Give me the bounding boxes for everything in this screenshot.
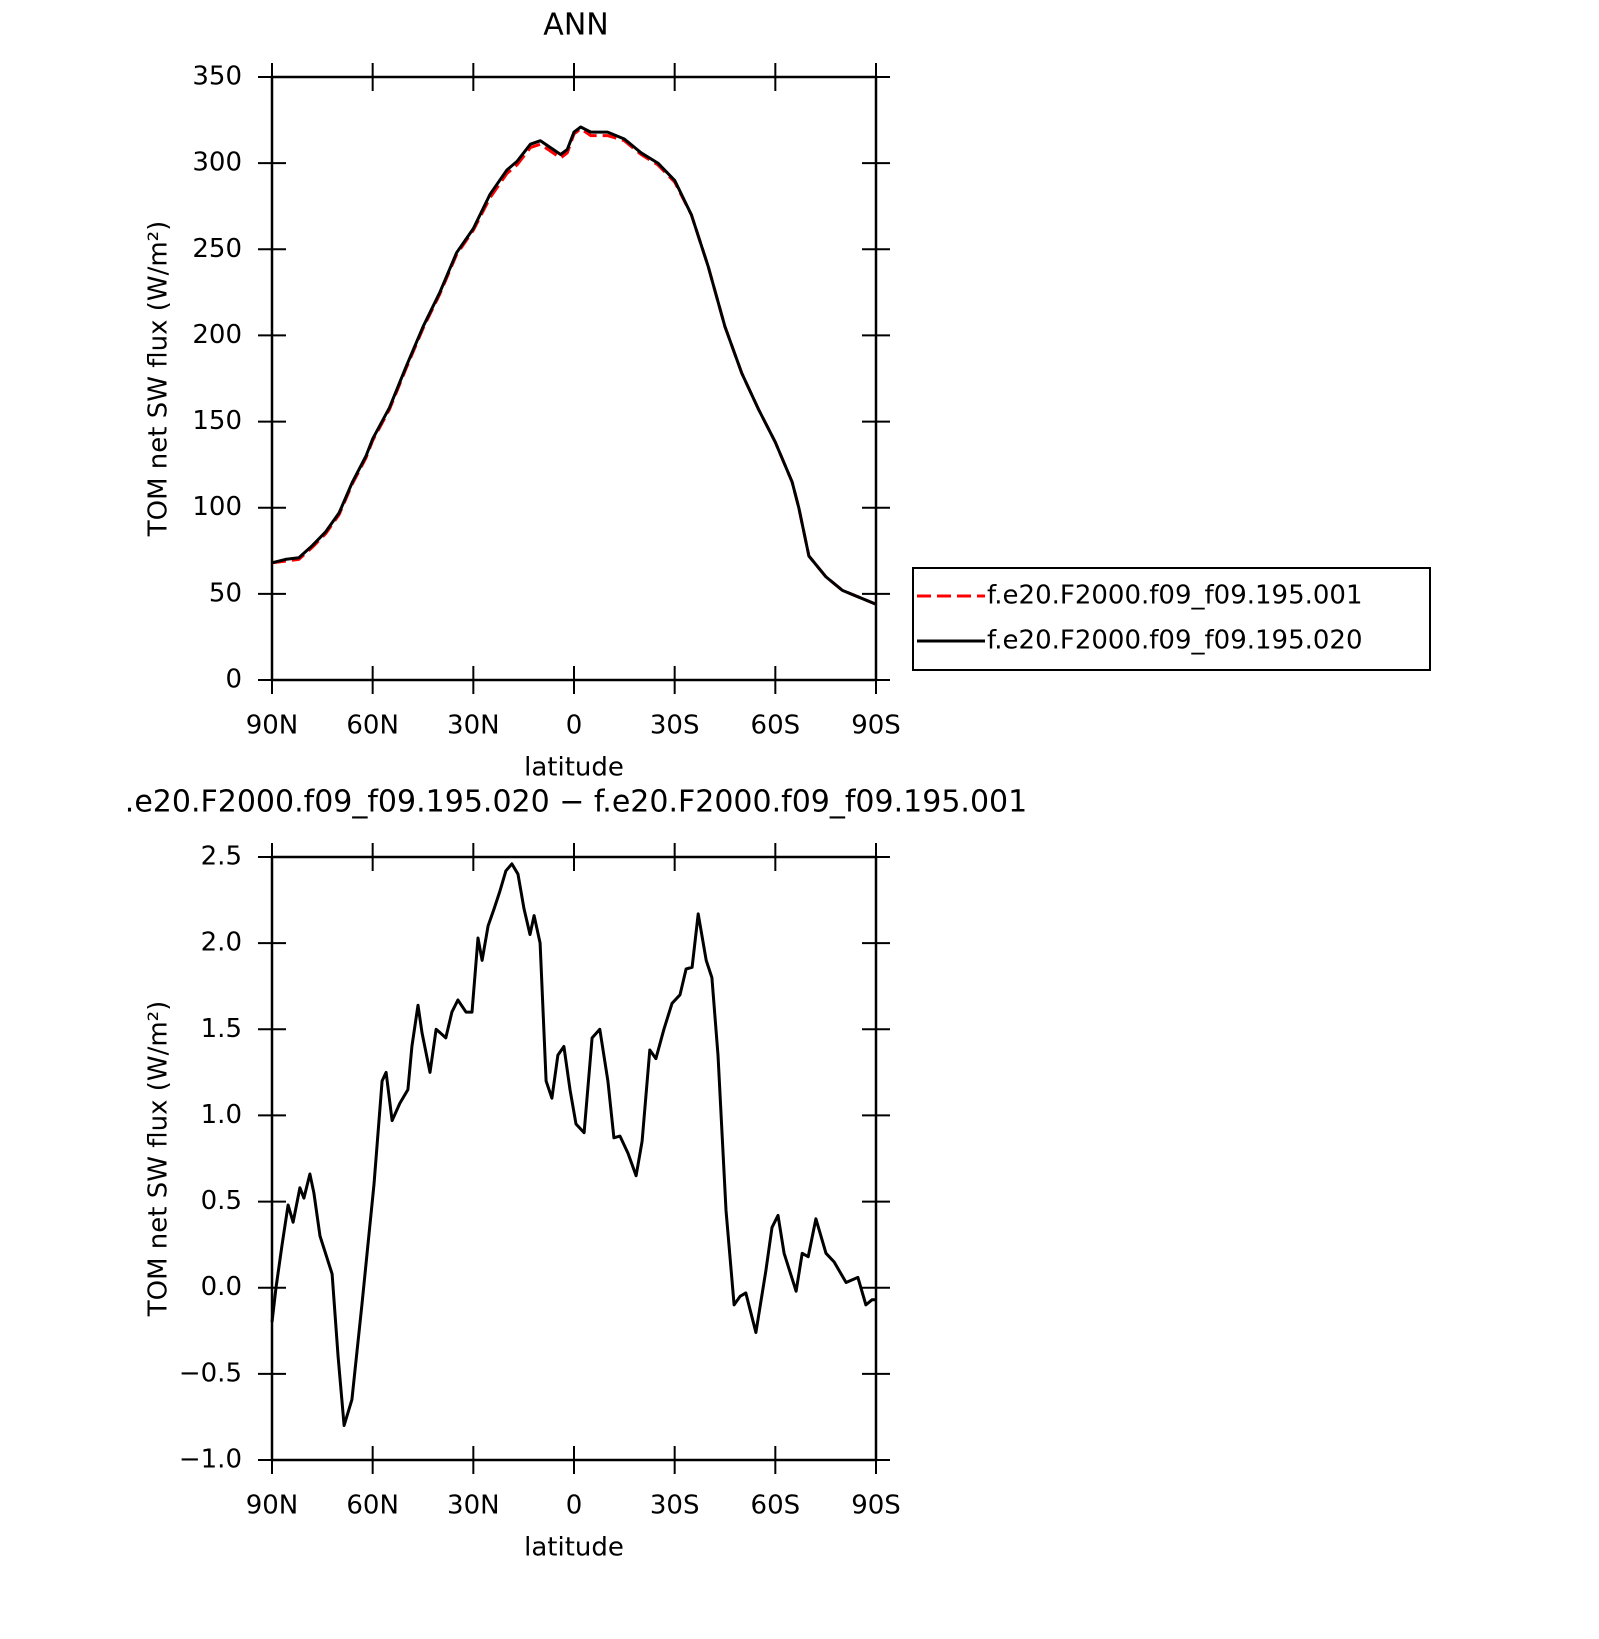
x-tick-label: 60S [751, 1491, 801, 1521]
x-tick-label: 0 [566, 1491, 583, 1521]
series-line [271, 127, 877, 606]
plot-frame [270, 855, 878, 1462]
series-line [270, 862, 876, 1427]
chart-title: ANN [543, 8, 608, 43]
x-tick-label: 90N [246, 1491, 299, 1521]
legend-label: f.e20.F2000.f09_f09.195.020 [987, 626, 1363, 656]
x-tick-label: 30N [447, 711, 500, 741]
x-tick-label: 30N [447, 1491, 500, 1521]
y-tick-label: 1.5 [201, 1014, 242, 1044]
y-tick-label: 2.0 [201, 928, 242, 958]
x-axis-label: latitude [524, 1533, 624, 1563]
y-tick-label: 250 [192, 234, 242, 264]
x-tick-label: 0 [566, 711, 583, 741]
x-tick-label: 60N [346, 711, 399, 741]
y-tick-label: 0.0 [201, 1272, 242, 1302]
x-tick-label: 60S [751, 711, 801, 741]
y-tick-label: 2.5 [201, 842, 242, 872]
y-tick-label: 50 [209, 578, 242, 608]
x-axis-label: latitude [524, 753, 624, 783]
y-tick-label: 100 [192, 492, 242, 522]
legend-box [912, 567, 1431, 671]
y-tick-label: 1.0 [201, 1100, 242, 1130]
x-tick-label: 60N [346, 1491, 399, 1521]
chart-title: .e20.F2000.f09_f09.195.020 − f.e20.F2000… [125, 785, 1027, 820]
y-tick-label: −1.0 [179, 1445, 242, 1475]
y-axis-label: TOM net SW flux (W/m²) [144, 221, 174, 537]
x-tick-label: 30S [650, 711, 700, 741]
y-tick-label: 300 [192, 148, 242, 178]
x-tick-label: 90S [851, 711, 901, 741]
x-tick-label: 30S [650, 1491, 700, 1521]
legend-label: f.e20.F2000.f09_f09.195.001 [987, 581, 1363, 611]
y-tick-label: 0.5 [201, 1186, 242, 1216]
series-line [271, 125, 877, 606]
plot-frame [270, 75, 878, 682]
y-tick-label: −0.5 [179, 1358, 242, 1388]
x-tick-label: 90N [246, 711, 299, 741]
y-tick-label: 150 [192, 406, 242, 436]
y-tick-label: 350 [192, 62, 242, 92]
x-tick-label: 90S [851, 1491, 901, 1521]
y-tick-label: 0 [225, 665, 242, 695]
y-axis-label: TOM net SW flux (W/m²) [144, 1001, 174, 1317]
y-tick-label: 200 [192, 320, 242, 350]
